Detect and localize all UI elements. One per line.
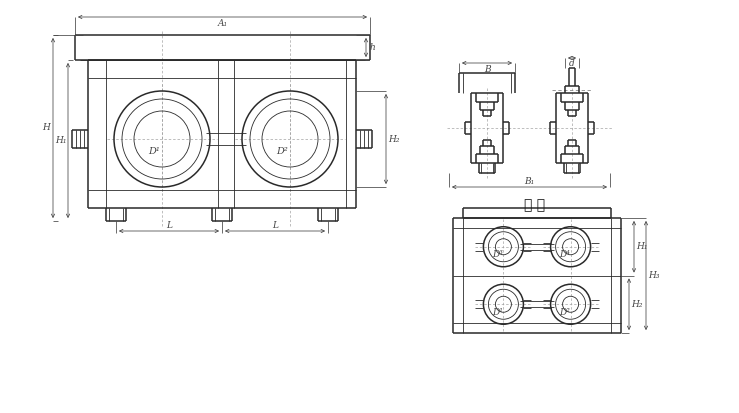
- Text: H: H: [42, 123, 50, 133]
- Text: 双 层: 双 层: [525, 198, 545, 212]
- Text: H₁: H₁: [636, 242, 648, 251]
- Text: L: L: [272, 221, 278, 230]
- Text: H₁: H₁: [55, 136, 67, 145]
- Text: D⁴: D⁴: [559, 250, 570, 259]
- Text: L: L: [166, 221, 172, 230]
- Text: d: d: [569, 59, 575, 69]
- Text: D¹: D¹: [492, 308, 503, 317]
- Text: B₁: B₁: [525, 176, 534, 185]
- Text: H₃: H₃: [648, 271, 660, 280]
- Text: D²: D²: [559, 308, 570, 317]
- Text: A₁: A₁: [217, 19, 228, 28]
- Text: H₂: H₂: [388, 135, 400, 143]
- Text: D²: D²: [276, 147, 288, 156]
- Text: B: B: [484, 64, 490, 74]
- Text: D³: D³: [492, 250, 503, 259]
- Text: h: h: [369, 43, 375, 52]
- Text: H₂: H₂: [631, 300, 643, 309]
- Text: D¹: D¹: [148, 147, 160, 156]
